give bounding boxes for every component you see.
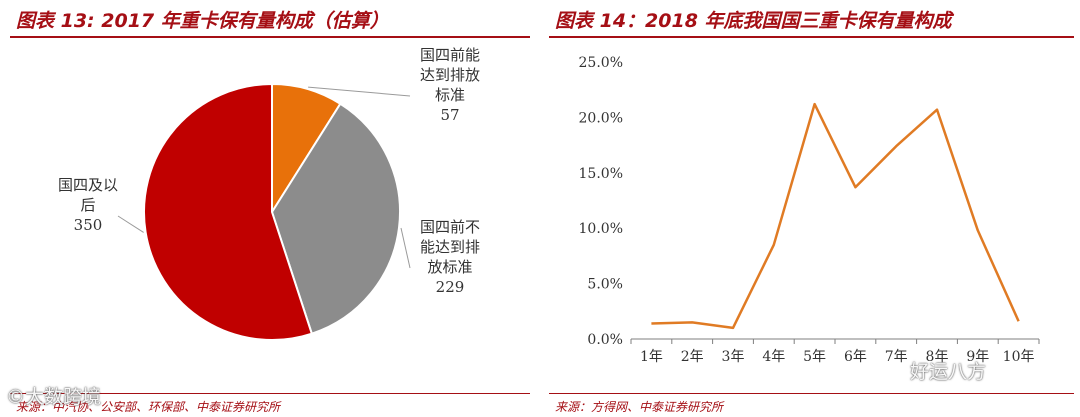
title-divider (10, 36, 530, 38)
y-tick-label: 10.0% (579, 221, 623, 237)
x-tick-label: 6年 (844, 349, 867, 365)
pie-slice-label: 标准 (435, 86, 465, 104)
pie-chart-title: 图表 13: 2017 年重卡保有量构成（估算） (16, 10, 389, 32)
watermark-right: 好运八方 (910, 361, 987, 383)
line-chart-source: 来源：方得网、中泰证券研究所 (555, 400, 724, 414)
x-tick-label: 8年 (926, 349, 949, 365)
x-tick-label: 7年 (885, 349, 908, 365)
pie-leader-line (308, 86, 411, 97)
pie-slice (143, 82, 314, 341)
pie-slice-label: 57 (440, 106, 459, 124)
pie-slice (270, 102, 401, 335)
pie-chart-panel: 图表 13: 2017 年重卡保有量构成（估算） 国四前能 达到排放 标准 57 国四前… (10, 0, 530, 417)
pie-slice-label: 放标准 (427, 258, 472, 276)
pie-leader-line (117, 215, 144, 233)
pie-slice-label: 后 (80, 196, 95, 214)
y-tick-label: 0.0% (587, 332, 623, 348)
x-tick-label: 3年 (722, 349, 745, 365)
line-chart-panel: 图表 14：2018 年底我国国三重卡保有量构成 0.0% 5.0% 10.0% 15… (549, 0, 1074, 417)
x-tick-label: 10年 (1003, 349, 1035, 365)
pie-slice-label: 能达到排 (420, 238, 480, 256)
x-tick-label: 5年 (803, 349, 826, 365)
source-divider (10, 393, 530, 394)
source-divider (549, 393, 1074, 394)
x-tick-label: 4年 (762, 349, 785, 365)
x-tick-label: 2年 (681, 349, 704, 365)
y-tick-label: 20.0% (579, 110, 623, 126)
pie-chart-source: 来源：中汽协、公安部、环保部、中泰证券研究所 (16, 400, 281, 414)
x-tick-label: 1年 (640, 349, 663, 365)
title-divider (549, 36, 1074, 38)
series-line (651, 102, 1020, 330)
line-chart-title: 图表 14：2018 年底我国国三重卡保有量构成 (555, 10, 952, 32)
y-tick-label: 15.0% (579, 166, 623, 182)
line-chart: 0.0% 5.0% 10.0% 15.0% 20.0% 25.0% 1年 2年 3年 4年 5年 6年… (579, 55, 1040, 365)
pie-slice-label: 国四及以 (58, 176, 118, 194)
pie-leader-line (400, 227, 411, 269)
x-tick-label: 9年 (966, 349, 989, 365)
watermark-left: ©大数跨境 (6, 386, 102, 408)
pie-slice-label: 350 (74, 216, 103, 234)
y-tick-label: 25.0% (579, 55, 623, 71)
pie-slice-label: 达到排放 (420, 66, 480, 84)
y-tick-label: 5.0% (587, 277, 623, 293)
pie-slice-label: 229 (436, 278, 465, 296)
pie-slice-label: 国四前不 (420, 218, 480, 236)
pie-slice-label: 国四前能 (420, 46, 480, 64)
